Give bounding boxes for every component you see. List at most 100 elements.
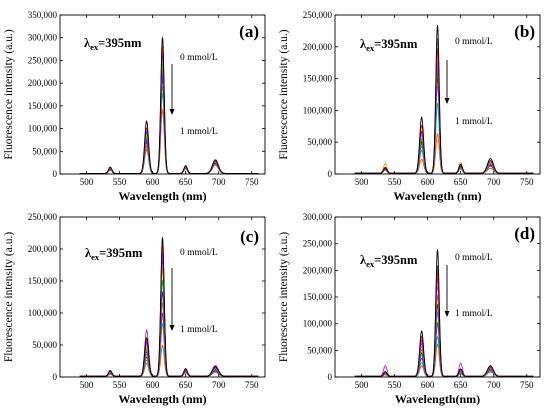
spectrum-line-6 [354,304,534,377]
spectrum-line-2 [354,270,534,377]
x-tick-label: 700 [487,380,501,390]
panel-label: (d) [514,224,535,243]
excitation-label: λex=395nm [85,246,143,262]
spectrum-line-3 [79,56,259,174]
spectrum-line-8 [354,321,534,377]
y-tick-label: 200,000 [28,78,58,88]
spectrum-line-10 [354,132,534,174]
decrease-arrow-head [444,311,450,317]
spectrum-line-10 [79,108,259,174]
spectrum-line-5 [79,67,259,174]
high-concentration-label: 0 mmol/L [455,253,493,263]
spectrum-line-0 [354,249,534,377]
spectrum-line-0 [79,37,259,174]
x-tick-label: 600 [146,177,160,187]
y-tick-label: 50,000 [32,340,57,350]
y-tick-label: 150,000 [303,292,333,302]
excitation-label: λex=395nm [84,36,142,52]
spectrum-line-3 [354,277,534,377]
x-tick-label: 500 [355,380,369,390]
spectrum-line-6 [79,291,259,377]
excitation-label: λex=395nm [360,37,418,53]
x-tick-label: 600 [421,177,435,187]
y-tick-label: 50,000 [307,137,332,147]
x-tick-label: 750 [520,177,534,187]
spectrum-line-8 [79,311,259,377]
spectrum-line-10 [79,344,259,377]
spectrum-line-2 [354,48,534,174]
y-tick-label: 250,000 [28,55,58,65]
x-tick-label: 500 [80,177,94,187]
y-tick-label: 200,000 [303,42,333,52]
y-axis-title: Fluorescence intensity (a.u.) [278,232,290,362]
y-tick-label: 150,000 [28,101,58,111]
excitation-label: λex=395nm [360,253,418,269]
spectrum-line-5 [354,66,534,174]
y-tick-label: 250,000 [303,10,333,20]
y-tick-label: 0 [328,372,333,382]
spectrum-line-6 [354,71,534,174]
y-tick-label: 0 [53,372,58,382]
decrease-arrow-head [444,98,450,104]
spectrum-line-1 [79,244,259,377]
y-tick-label: 200,000 [28,244,58,254]
spectrum-line-2 [79,51,259,174]
y-tick-label: 250,000 [303,239,333,249]
x-tick-label: 600 [146,380,160,390]
spectrum-line-10 [354,343,534,377]
x-tick-label: 650 [179,177,193,187]
plot-frame [334,14,541,175]
x-axis-title: Wavelength(nm) [395,392,480,406]
spectrum-line-8 [354,85,534,174]
y-tick-label: 50,000 [32,146,57,156]
spectrum-line-3 [79,259,259,377]
y-tick-label: 0 [53,169,58,179]
spectrum-line-1 [79,46,259,174]
y-tick-label: 300,000 [28,33,58,43]
low-concentration-label: 1 mmol/L [455,117,493,127]
spectrum-line-4 [79,62,259,174]
x-tick-label: 500 [355,177,369,187]
spectrum-line-8 [79,86,259,174]
panel-c: 500 550 600 650 700 750 0 50,000 100,000 150,000 2… [3,212,266,406]
spectrum-line-3 [354,53,534,174]
y-tick-label: 200,000 [303,265,333,275]
x-tick-label: 600 [421,380,435,390]
x-tick-label: 750 [520,380,534,390]
x-tick-label: 550 [113,380,127,390]
spectrum-line-0 [354,24,534,174]
x-axis-title: Wavelength (nm) [393,189,481,203]
spectrum-line-9 [354,103,534,174]
high-concentration-label: 0 mmol/L [180,53,218,63]
y-tick-label: 100,000 [303,319,333,329]
low-concentration-label: 1 mmol/L [455,309,493,319]
spectrum-line-5 [354,295,534,377]
panel-a: 500 550 600 650 700 750 0 50,000 100,000 150,000 2… [3,10,266,203]
x-axis-title: Wavelength (nm) [118,392,206,406]
decrease-arrow-head [169,325,175,331]
y-axis-title: Fluorescence intensity (a.u.) [3,232,15,362]
spectrum-line-1 [354,265,534,377]
y-tick-label: 50,000 [307,345,332,355]
x-tick-label: 700 [212,380,226,390]
x-axis-title: Wavelength (nm) [118,189,206,203]
x-tick-label: 700 [212,177,226,187]
spectrum-line-4 [79,267,259,377]
plot-frame [59,216,266,378]
panel-d: 500 550 600 650 700 750 0 50,000 100,000 150,000 2… [278,212,541,406]
x-tick-label: 550 [388,380,402,390]
high-concentration-label: 0 mmol/L [455,37,493,47]
y-tick-label: 150,000 [303,74,333,84]
y-tick-label: 100,000 [28,124,58,134]
spectrum-line-9 [354,335,534,377]
x-tick-label: 750 [245,177,259,187]
spectrum-line-7 [79,302,259,377]
decrease-arrow-head [169,109,175,115]
spectrum-line-6 [79,73,259,174]
y-tick-label: 300,000 [303,212,333,222]
panel-label: (c) [240,227,259,246]
y-axis-title: Fluorescence intensity (a.u.) [3,29,15,159]
spectrum-line-4 [354,61,534,174]
y-tick-label: 350,000 [28,10,58,20]
